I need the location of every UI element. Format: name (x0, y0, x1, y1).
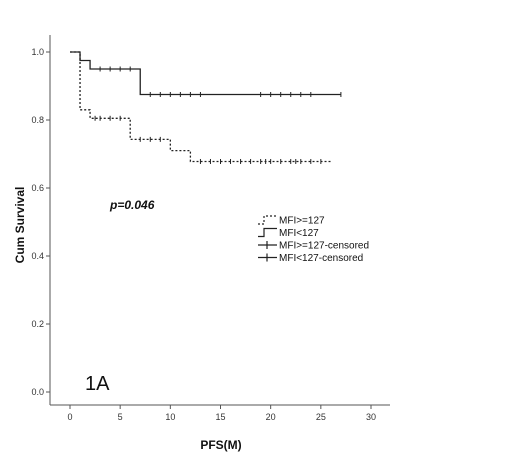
legend-label: MFI>=127-censored (279, 241, 369, 252)
x-tick-label: 10 (165, 412, 175, 422)
x-tick-label: 0 (67, 412, 72, 422)
y-tick-label: 0.4 (31, 251, 44, 261)
legend-item: MFI<127-censored (258, 253, 363, 264)
legend-label: MFI<127-censored (279, 253, 363, 264)
legend-item: MFI>=127-censored (258, 241, 369, 252)
series-layer (70, 51, 342, 164)
x-tick-label: 25 (316, 412, 326, 422)
y-tick-label: 0.2 (31, 319, 44, 329)
legend-swatch (258, 227, 277, 238)
series-line (70, 51, 341, 96)
series-line (70, 51, 331, 163)
legend-label: MFI>=127 (279, 216, 325, 227)
legend-swatch (258, 215, 277, 225)
y-tick-label: 1.0 (31, 47, 44, 57)
x-axis-title: PFS(M) (200, 438, 241, 452)
x-tick-label: 15 (215, 412, 225, 422)
y-tick-label: 0.8 (31, 115, 44, 125)
y-tick-label: 0.6 (31, 183, 44, 193)
axes: 0.0 0.2 0.4 0.6 0.8 1.0 0 5 10 15 20 25 30 (31, 35, 390, 422)
y-tick-label: 0.0 (31, 387, 44, 397)
legend-item: MFI>=127 (258, 215, 325, 227)
x-tick-label: 30 (366, 412, 376, 422)
x-tick-label: 5 (118, 412, 123, 422)
legend-item: MFI<127 (258, 227, 319, 239)
y-axis-title: Cum Survival (13, 187, 27, 264)
p-value-annotation: p=0.046 (109, 198, 155, 212)
panel-label: 1A (85, 373, 110, 395)
legend-label: MFI<127 (279, 228, 319, 239)
x-tick-label: 20 (266, 412, 276, 422)
